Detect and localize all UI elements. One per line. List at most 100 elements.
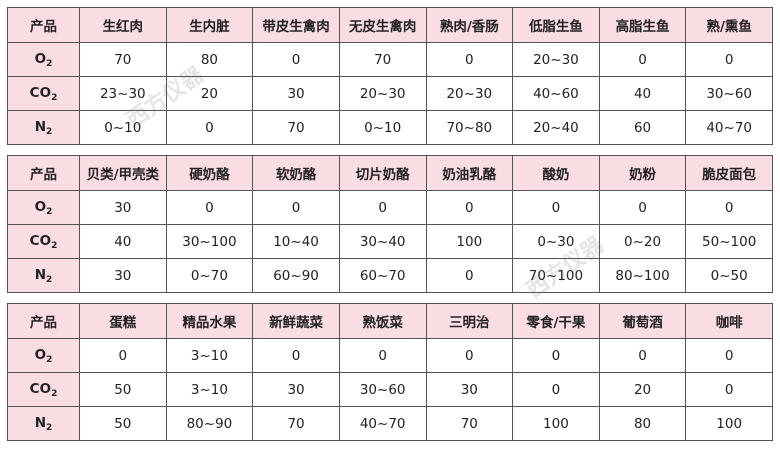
- value-cell: 60: [598, 110, 687, 145]
- product-header: 切片奶酪: [338, 155, 427, 191]
- value-cell: 20~40: [512, 110, 600, 145]
- header-label: 产品: [7, 303, 80, 339]
- value-cell: 0: [685, 42, 773, 77]
- value-cell: 0: [252, 338, 340, 373]
- gas-label: CO2: [7, 76, 80, 111]
- value-cell: 3~10: [165, 372, 254, 407]
- value-cell: 50~100: [685, 224, 773, 259]
- value-cell: 70: [425, 406, 514, 441]
- value-cell: 100: [512, 406, 600, 441]
- gas-base: CO: [29, 380, 52, 397]
- table-row: N2 30 0~70 60~90 60~70 0 70~100 80~100 0~50: [7, 258, 773, 293]
- gas-table-3: 产品 蛋糕 精品水果 新鲜蔬菜 熟饭菜 三明治 零食/干果 葡萄酒 咖啡 O2 0 3~10 0 0 0 0 0…: [7, 303, 773, 441]
- product-header: 奶油乳酪: [425, 155, 514, 191]
- gas-label: N2: [7, 110, 80, 145]
- gas-subscript: 2: [46, 58, 53, 69]
- value-cell: 0: [512, 338, 600, 373]
- value-cell: 30~100: [165, 224, 254, 259]
- value-cell: 30: [425, 372, 514, 407]
- product-header: 生红肉: [79, 7, 167, 43]
- value-cell: 0: [425, 338, 514, 373]
- product-header: 脆皮面包: [685, 155, 773, 191]
- value-cell: 40~70: [338, 406, 427, 441]
- header-row: 产品 蛋糕 精品水果 新鲜蔬菜 熟饭菜 三明治 零食/干果 葡萄酒 咖啡: [7, 303, 773, 339]
- table-row: CO2 40 30~100 10~40 30~40 100 0~30 0~20 50~100: [7, 224, 773, 259]
- value-cell: 50: [79, 372, 167, 407]
- value-cell: 40: [598, 76, 687, 111]
- value-cell: 80: [598, 406, 687, 441]
- product-header: 熟/熏鱼: [685, 7, 773, 43]
- value-cell: 30~40: [338, 224, 427, 259]
- gas-base: CO: [29, 84, 52, 101]
- product-header: 低脂生鱼: [512, 7, 600, 43]
- value-cell: 0: [252, 42, 340, 77]
- value-cell: 40: [79, 224, 167, 259]
- gas-label: CO2: [7, 372, 80, 407]
- gas-subscript: 2: [46, 126, 53, 137]
- value-cell: 0: [512, 190, 600, 225]
- value-cell: 70: [338, 42, 427, 77]
- value-cell: 0: [79, 338, 167, 373]
- value-cell: 40~60: [512, 76, 600, 111]
- product-header: 硬奶酪: [165, 155, 254, 191]
- table-row: O2 30 0 0 0 0 0 0 0: [7, 190, 773, 225]
- value-cell: 60~70: [338, 258, 427, 293]
- gas-base: O: [34, 50, 47, 67]
- gas-base: N: [34, 266, 47, 283]
- value-cell: 0: [425, 42, 514, 77]
- value-cell: 30: [252, 76, 340, 111]
- value-cell: 80~100: [598, 258, 687, 293]
- product-header: 精品水果: [165, 303, 254, 339]
- value-cell: 0: [685, 372, 773, 407]
- value-cell: 0~10: [338, 110, 427, 145]
- value-cell: 100: [425, 224, 514, 259]
- value-cell: 0~70: [165, 258, 254, 293]
- product-header: 熟饭菜: [338, 303, 427, 339]
- value-cell: 30~60: [338, 372, 427, 407]
- value-cell: 0: [338, 190, 427, 225]
- gas-base: N: [34, 118, 47, 135]
- gas-base: O: [34, 346, 47, 363]
- value-cell: 0: [165, 110, 254, 145]
- product-header: 蛋糕: [79, 303, 167, 339]
- value-cell: 50: [79, 406, 167, 441]
- gas-subscript: 2: [51, 240, 58, 251]
- value-cell: 0~50: [685, 258, 773, 293]
- header-row: 产品 贝类/甲壳类 硬奶酪 软奶酪 切片奶酪 奶油乳酪 酸奶 奶粉 脆皮面包: [7, 155, 773, 191]
- gas-subscript: 2: [46, 354, 53, 365]
- value-cell: 60~90: [252, 258, 340, 293]
- value-cell: 0: [598, 338, 687, 373]
- product-header: 三明治: [425, 303, 514, 339]
- value-cell: 70: [79, 42, 167, 77]
- gas-base: CO: [29, 232, 52, 249]
- value-cell: 20: [598, 372, 687, 407]
- value-cell: 0: [165, 190, 254, 225]
- gas-subscript: 2: [51, 388, 58, 399]
- table-row: CO2 23~30 20 30 20~30 20~30 40~60 40 30~60: [7, 76, 773, 111]
- value-cell: 23~30: [79, 76, 167, 111]
- value-cell: 30: [79, 190, 167, 225]
- value-cell: 0: [685, 190, 773, 225]
- value-cell: 30~60: [685, 76, 773, 111]
- gas-label: O2: [7, 42, 80, 77]
- value-cell: 0: [512, 372, 600, 407]
- header-row: 产品 生红肉 生内脏 带皮生禽肉 无皮生禽肉 熟肉/香肠 低脂生鱼 高脂生鱼 熟/熏鱼: [7, 7, 773, 43]
- gas-base: O: [34, 198, 47, 215]
- value-cell: 20~30: [425, 76, 514, 111]
- table-row: O2 0 3~10 0 0 0 0 0 0: [7, 338, 773, 373]
- value-cell: 20~30: [338, 76, 427, 111]
- value-cell: 3~10: [165, 338, 254, 373]
- value-cell: 0: [598, 42, 687, 77]
- header-label: 产品: [7, 7, 80, 43]
- value-cell: 0: [425, 190, 514, 225]
- gas-subscript: 2: [46, 274, 53, 285]
- value-cell: 0~30: [512, 224, 600, 259]
- value-cell: 70~80: [425, 110, 514, 145]
- gas-label: CO2: [7, 224, 80, 259]
- gas-base: N: [34, 414, 47, 431]
- value-cell: 80~90: [165, 406, 254, 441]
- product-header: 葡萄酒: [598, 303, 687, 339]
- table-row: N2 50 80~90 70 40~70 70 100 80 100: [7, 406, 773, 441]
- product-header: 软奶酪: [252, 155, 340, 191]
- value-cell: 0~10: [79, 110, 167, 145]
